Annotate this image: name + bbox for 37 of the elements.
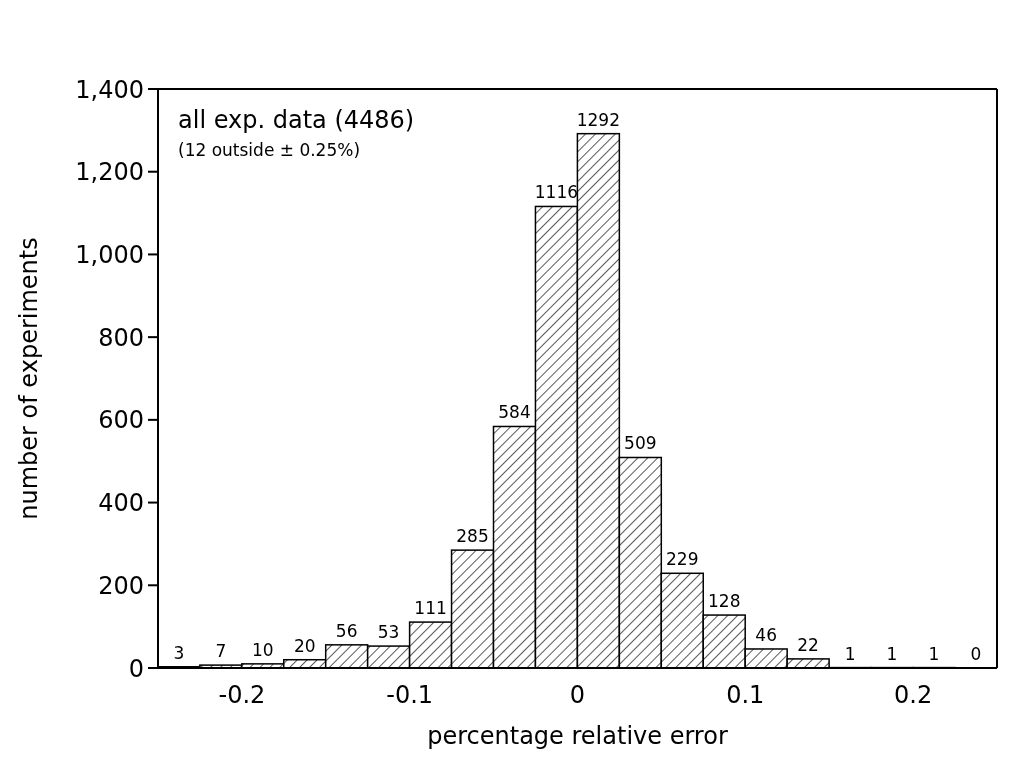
y-axis-title: number of experiments bbox=[14, 237, 43, 520]
data-label: 111 bbox=[414, 598, 447, 619]
data-label: 1292 bbox=[576, 109, 621, 130]
y-tick-label: 200 bbox=[98, 571, 144, 600]
data-label: 1 bbox=[886, 643, 898, 664]
data-label: 53 bbox=[377, 622, 400, 643]
data-label: 0 bbox=[970, 644, 982, 664]
annotation: (12 outside ± 0.25%) bbox=[178, 140, 361, 160]
y-tick-label: 800 bbox=[98, 323, 144, 352]
y-tick-label: 0 bbox=[128, 654, 144, 683]
data-label: 285 bbox=[456, 526, 489, 547]
y-tick-label: 1,200 bbox=[75, 158, 144, 187]
data-label: 1 bbox=[928, 643, 940, 664]
x-tick-label: 0.1 bbox=[726, 681, 765, 710]
x-tick-label: -0.2 bbox=[218, 681, 266, 710]
data-label: 509 bbox=[624, 433, 657, 454]
data-label: 1116 bbox=[534, 182, 579, 203]
data-label: 584 bbox=[498, 402, 531, 423]
annotation: all exp. data (4486) bbox=[178, 106, 415, 134]
data-label: 7 bbox=[215, 641, 227, 662]
data-label: 229 bbox=[666, 549, 699, 570]
y-tick-label: 400 bbox=[98, 489, 144, 518]
data-label: 3 bbox=[173, 642, 185, 663]
data-label: 128 bbox=[708, 591, 741, 612]
x-tick-label: -0.1 bbox=[386, 681, 434, 710]
y-tick-label: 600 bbox=[98, 406, 144, 435]
data-label: 56 bbox=[335, 620, 358, 641]
x-axis-title: percentage relative error bbox=[427, 722, 728, 750]
data-label: 20 bbox=[293, 635, 316, 656]
data-label: 22 bbox=[797, 634, 819, 655]
data-label: 1 bbox=[844, 643, 856, 664]
x-tick-label: 0.2 bbox=[894, 681, 933, 710]
y-tick-label: 1,400 bbox=[75, 75, 144, 104]
y-tick-label: 1,000 bbox=[75, 240, 144, 269]
data-label: 10 bbox=[251, 639, 274, 660]
data-label: 46 bbox=[755, 624, 777, 645]
x-tick-label: 0 bbox=[569, 681, 586, 710]
